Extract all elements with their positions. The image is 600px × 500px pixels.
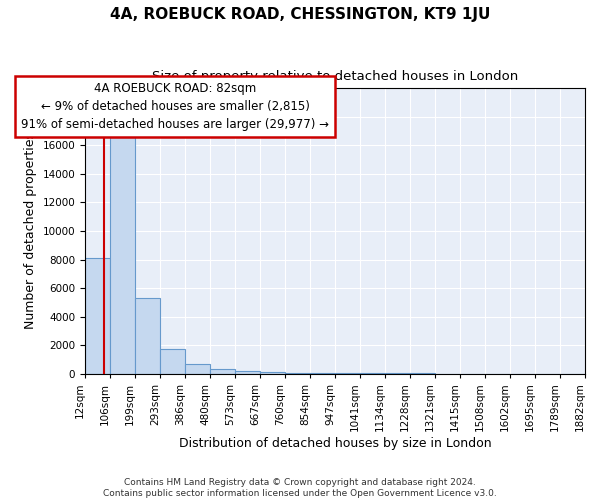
Text: Contains HM Land Registry data © Crown copyright and database right 2024.
Contai: Contains HM Land Registry data © Crown c… xyxy=(103,478,497,498)
Text: 4A, ROEBUCK ROAD, CHESSINGTON, KT9 1JU: 4A, ROEBUCK ROAD, CHESSINGTON, KT9 1JU xyxy=(110,8,490,22)
Title: Size of property relative to detached houses in London: Size of property relative to detached ho… xyxy=(152,70,518,83)
Bar xyxy=(135,298,160,374)
Bar xyxy=(285,372,310,374)
Bar xyxy=(110,137,135,374)
Bar xyxy=(235,371,260,374)
X-axis label: Distribution of detached houses by size in London: Distribution of detached houses by size … xyxy=(179,437,491,450)
Y-axis label: Number of detached properties: Number of detached properties xyxy=(24,132,37,330)
Text: 4A ROEBUCK ROAD: 82sqm
← 9% of detached houses are smaller (2,815)
91% of semi-d: 4A ROEBUCK ROAD: 82sqm ← 9% of detached … xyxy=(22,82,329,132)
Bar xyxy=(185,364,210,374)
Bar xyxy=(160,348,185,374)
Bar xyxy=(260,372,285,374)
Bar xyxy=(210,370,235,374)
Bar xyxy=(310,373,335,374)
Bar xyxy=(85,258,110,374)
